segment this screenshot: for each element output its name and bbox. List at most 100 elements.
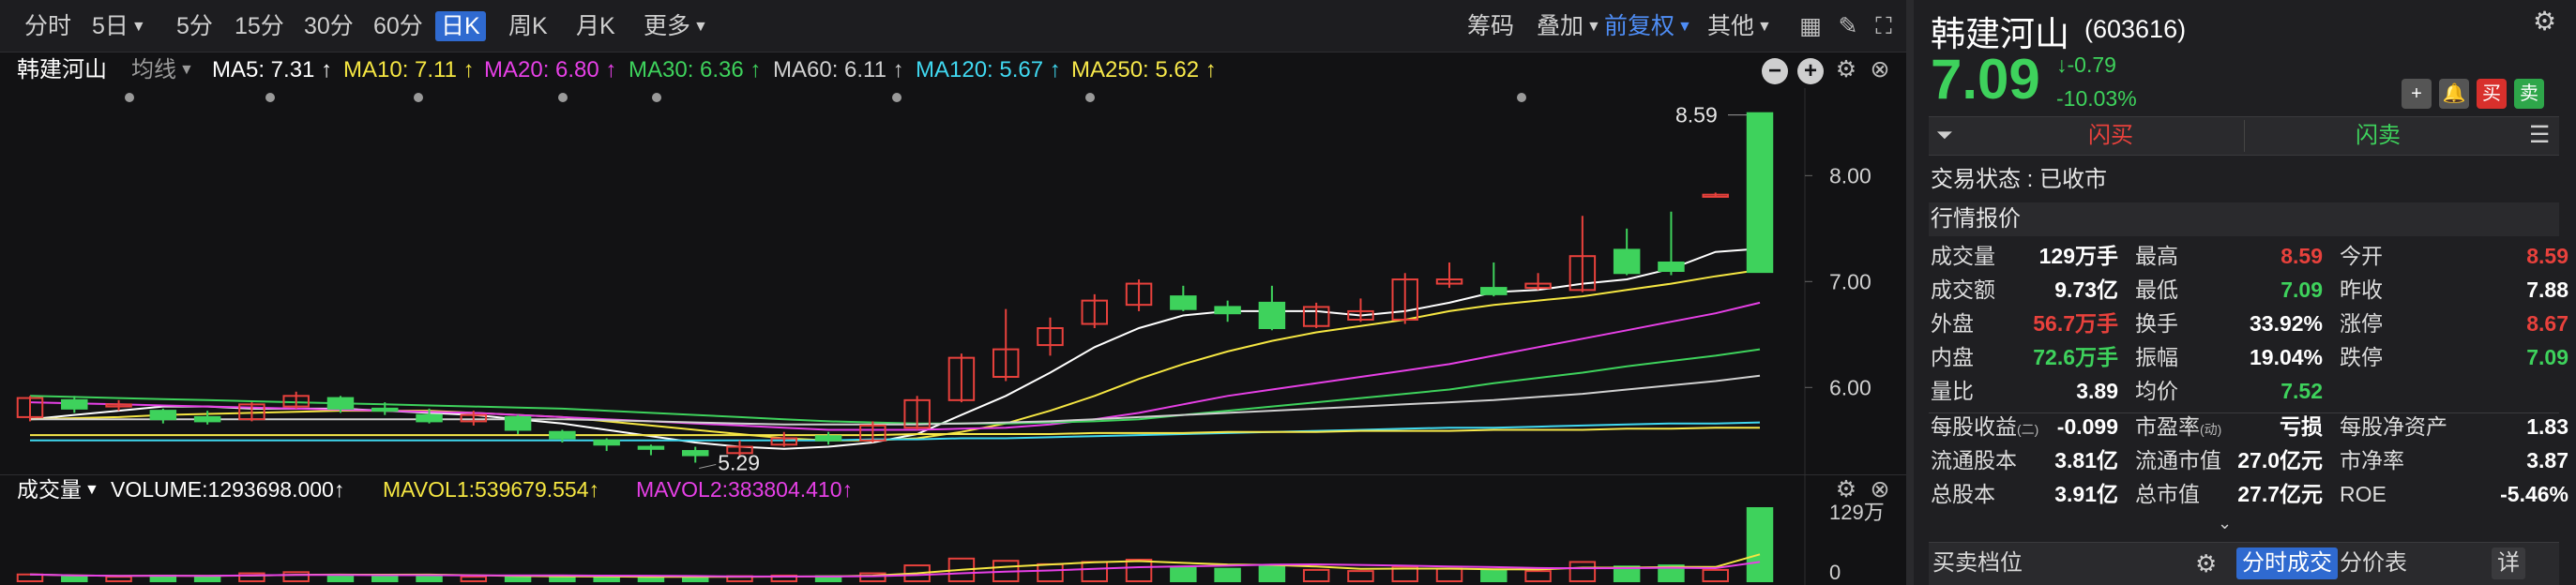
quote-label: 换手 xyxy=(2135,311,2178,336)
adjust-button[interactable]: 前复权 ▼ xyxy=(1599,11,1698,41)
other-button[interactable]: 其他 ▼ xyxy=(1702,11,1778,41)
fundamental-label: 每股净资产 xyxy=(2340,414,2447,439)
chevron-down-icon[interactable]: ⌄ xyxy=(2218,514,2233,532)
quote-label: 昨收 xyxy=(2340,278,2383,302)
low-leader xyxy=(699,463,717,469)
chevron-down-icon: ▼ xyxy=(84,482,99,498)
candle-body xyxy=(1524,282,1552,290)
close-icon[interactable]: ⊗ xyxy=(1870,56,1890,82)
sell-button[interactable]: 卖 xyxy=(2514,79,2544,109)
fundamental-value: -5.46% xyxy=(2500,482,2568,506)
candle-body xyxy=(1037,327,1064,347)
quote-value: 33.92% xyxy=(2249,311,2323,336)
volume-bar xyxy=(1613,565,1641,583)
quote-value: 72.6万手 xyxy=(2033,345,2118,369)
fullscreen-icon[interactable]: ⛶ xyxy=(1875,13,1892,39)
ma-type-select[interactable]: 均线 ▼ xyxy=(131,56,194,84)
flash-buy-button[interactable]: 闪买 xyxy=(2088,123,2133,148)
volume-tick-label: 129万 xyxy=(1829,501,1885,524)
price-change-pct: -10.03% xyxy=(2056,86,2137,111)
bell-icon[interactable]: 🔔 xyxy=(2439,79,2469,109)
quote-label: 今开 xyxy=(2340,244,2383,268)
draw-pen-icon[interactable]: ✎ xyxy=(1838,13,1858,39)
event-marker xyxy=(265,93,275,102)
period-month-k[interactable]: 月K xyxy=(576,13,615,39)
volume-bar xyxy=(1746,507,1774,582)
candle-body xyxy=(1302,306,1330,327)
candle-body xyxy=(1613,248,1641,275)
candle-body xyxy=(1347,309,1374,321)
fundamental-label: 总市值 xyxy=(2135,482,2200,506)
gear-icon[interactable]: ⚙ xyxy=(1835,56,1857,82)
tab-order-book[interactable]: 买卖档位 xyxy=(1932,550,2023,576)
period-60min[interactable]: 60分 xyxy=(373,13,423,39)
add-watchlist-icon[interactable]: + xyxy=(2402,79,2432,109)
buy-button[interactable]: 买 xyxy=(2477,79,2507,109)
period-week-k[interactable]: 周K xyxy=(508,13,548,39)
period-intraday[interactable]: 分时 xyxy=(24,13,72,39)
overlay-button[interactable]: 叠加 ▼ xyxy=(1531,11,1607,41)
period-15min[interactable]: 15分 xyxy=(235,13,284,39)
chevron-down-icon: ▼ xyxy=(179,62,194,78)
quote-value: 56.7万手 xyxy=(2033,311,2118,336)
price-change: ↓-0.79 xyxy=(2056,52,2116,78)
candle-body xyxy=(460,413,488,423)
close-icon[interactable]: ⊗ xyxy=(1870,476,1890,502)
candle-body xyxy=(593,439,620,446)
fundamental-value: 27.0亿元 xyxy=(2237,448,2323,472)
kline-chart[interactable]: 6.00 7.00 8.00 8.59 5.29 129万 0 xyxy=(0,88,1906,585)
stock-name: 韩建河山 xyxy=(1931,15,2069,53)
layout-grid-icon[interactable]: ▦ xyxy=(1799,13,1822,39)
more-periods[interactable]: 更多 ▼ xyxy=(638,11,714,41)
fundamental-value: 亏损 xyxy=(2280,414,2323,439)
quote-label: 振幅 xyxy=(2135,345,2178,369)
candle-body xyxy=(726,445,753,455)
ma60-value: MA60: 6.11 ↑ xyxy=(773,57,904,82)
menu-icon[interactable]: ☰ xyxy=(2529,122,2551,148)
zoom-in-icon[interactable]: + xyxy=(1797,58,1824,84)
fundamental-value: 3.87 xyxy=(2526,448,2568,472)
period-5day[interactable]: 5日 ▼ xyxy=(86,11,152,41)
zoom-out-icon[interactable]: − xyxy=(1762,58,1788,84)
period-day-k[interactable]: 日K xyxy=(435,11,486,41)
quote-separator xyxy=(1929,412,2559,413)
quote-label: 成交额 xyxy=(1931,278,1995,302)
gear-icon[interactable]: ⚙ xyxy=(1835,476,1857,502)
fundamental-value: 1.83 xyxy=(2526,414,2568,439)
quote-value: 7.52 xyxy=(2281,379,2323,403)
period-30min[interactable]: 30分 xyxy=(304,13,354,39)
candle-body xyxy=(947,356,976,401)
y-tick-label: 7.00 xyxy=(1829,269,1871,293)
candle-body xyxy=(1435,278,1463,285)
stock-code: (603616) xyxy=(2084,15,2187,43)
volume-bar xyxy=(859,572,886,583)
volume-bar xyxy=(1258,565,1286,583)
period-5min[interactable]: 5分 xyxy=(176,13,213,39)
collapse-icon[interactable]: ⏷ xyxy=(1936,123,1953,146)
fundamental-value: 27.7亿元 xyxy=(2237,482,2323,506)
volume-bar xyxy=(193,575,221,583)
panel-divider[interactable] xyxy=(1906,0,1914,585)
event-marker xyxy=(1517,93,1526,102)
tab-time-sales[interactable]: 分时成交 xyxy=(2236,548,2338,579)
gear-icon[interactable]: ⚙ xyxy=(2533,7,2557,36)
mavol2-line xyxy=(29,561,1761,578)
candle-body xyxy=(416,413,443,423)
ma60-line xyxy=(30,374,1761,426)
volume-indicator-select[interactable]: 成交量 ▼ xyxy=(17,476,99,503)
quote-value: 8.59 xyxy=(2526,244,2568,268)
quote-label: 最低 xyxy=(2135,278,2178,302)
volume-bar xyxy=(1081,561,1109,583)
candles xyxy=(16,112,1774,463)
volume-bar xyxy=(1435,567,1463,583)
detail-button[interactable]: 详 xyxy=(2492,548,2525,579)
candle-body xyxy=(238,403,265,421)
event-marker xyxy=(125,93,134,102)
chips-button[interactable]: 筹码 xyxy=(1467,13,1515,39)
volume-bar xyxy=(1037,562,1064,583)
chevron-down-icon: ▼ xyxy=(1586,19,1601,35)
flash-sell-button[interactable]: 闪卖 xyxy=(2356,123,2401,148)
volume-bar xyxy=(1214,567,1241,583)
tab-price-table[interactable]: 分价表 xyxy=(2340,550,2407,576)
gear-icon[interactable]: ⚙ xyxy=(2195,549,2218,578)
